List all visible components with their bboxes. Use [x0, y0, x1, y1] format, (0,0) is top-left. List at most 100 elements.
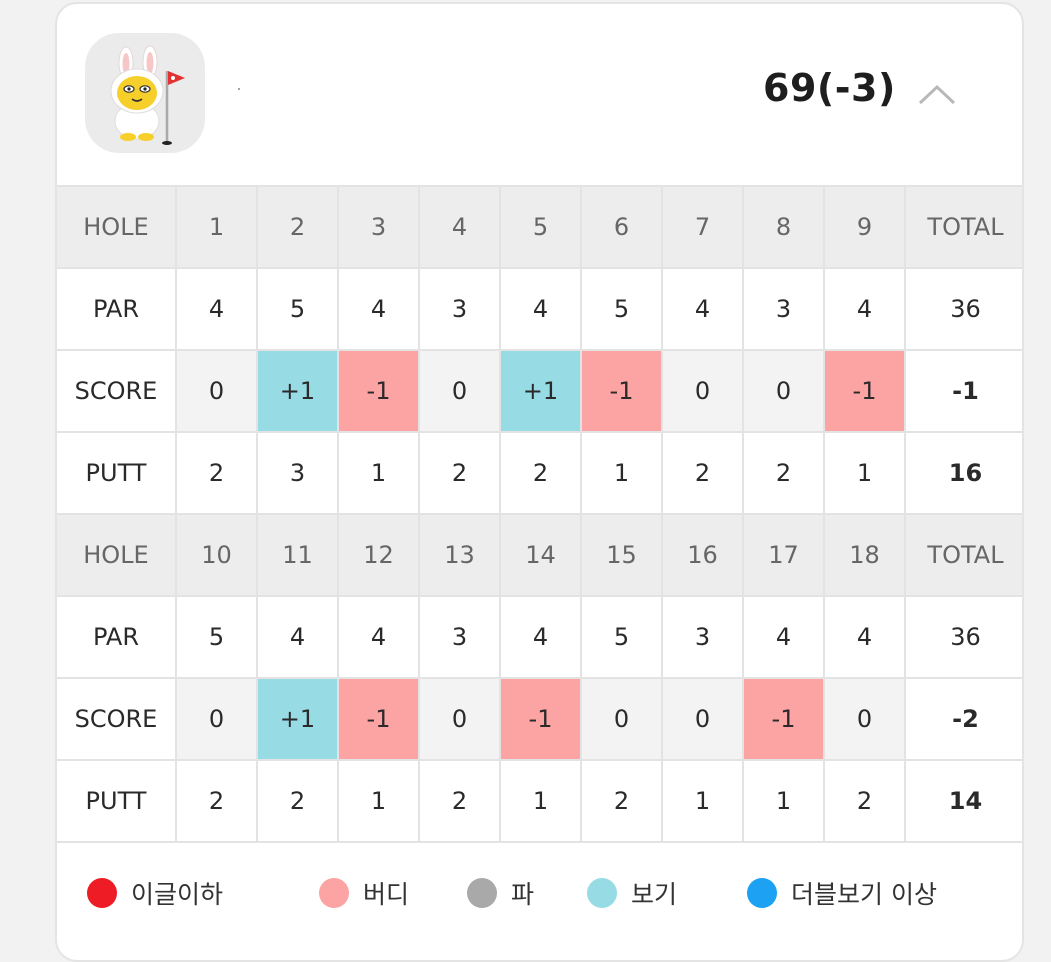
putt-total: 14	[904, 759, 1022, 843]
front-hole-row: HOLE 1 2 3 4 5 6 7 8 9 TOTAL	[57, 185, 1022, 269]
hole-total: TOTAL	[904, 513, 1022, 597]
hole-cell: 8	[742, 185, 825, 269]
back-hole-row: HOLE 10 11 12 13 14 15 16 17 18 TOTAL	[57, 513, 1022, 597]
score-cell: +1	[256, 677, 339, 761]
putt-cell: 1	[742, 759, 825, 843]
putt-cell: 1	[337, 759, 420, 843]
score-cell: -1	[337, 349, 420, 433]
back-putt-row: PUTT 2 2 1 2 1 2 1 1 2 14	[57, 759, 1022, 843]
hole-cell: 11	[256, 513, 339, 597]
legend-dot-icon	[747, 878, 777, 908]
par-cell: 4	[337, 595, 420, 679]
par-cell: 4	[499, 267, 582, 351]
par-total: 36	[904, 267, 1022, 351]
score-cell: -1	[823, 349, 906, 433]
hole-cell: 9	[823, 185, 906, 269]
score-cell: 0	[580, 677, 663, 761]
putt-cell: 2	[499, 431, 582, 515]
score-cell: 0	[418, 677, 501, 761]
putt-label: PUTT	[57, 759, 177, 843]
score-label: SCORE	[57, 349, 177, 433]
par-cell: 4	[823, 267, 906, 351]
score-label: SCORE	[57, 677, 177, 761]
back-score-row: SCORE 0 +1 -1 0 -1 0 0 -1 0 -2	[57, 677, 1022, 761]
legend-label: 더블보기 이상	[791, 880, 937, 909]
par-cell: 3	[661, 595, 744, 679]
score-cell: -1	[337, 677, 420, 761]
par-cell: 3	[418, 267, 501, 351]
chevron-up-icon[interactable]	[917, 82, 957, 106]
putt-cell: 2	[175, 431, 258, 515]
par-cell: 4	[499, 595, 582, 679]
par-cell: 4	[175, 267, 258, 351]
putt-cell: 2	[742, 431, 825, 515]
score-cell: -1	[499, 677, 582, 761]
hole-cell: 15	[580, 513, 663, 597]
legend-item: 더블보기 이상	[747, 876, 937, 910]
score-cell: 0	[742, 349, 825, 433]
hole-cell: 3	[337, 185, 420, 269]
score-cell: 0	[661, 349, 744, 433]
par-cell: 4	[742, 595, 825, 679]
avatar-rabbit-golfer-icon	[85, 33, 205, 153]
hole-cell: 14	[499, 513, 582, 597]
scorecard-table: HOLE 1 2 3 4 5 6 7 8 9 TOTAL PAR 4 5 4 3 4 5 4 3 4 36 SCORE 0 +1…	[57, 185, 1022, 843]
hole-cell: 17	[742, 513, 825, 597]
scorecard-panel: 69(-3) HOLE 1 2 3 4 5 6 7 8 9 TOTAL PAR 4 5 4 3 4 5 4 3 4 36 S…	[55, 2, 1024, 962]
par-cell: 3	[418, 595, 501, 679]
score-cell: 0	[175, 677, 258, 761]
score-total: -2	[904, 677, 1022, 761]
putt-cell: 2	[580, 759, 663, 843]
scorecard-body: HOLE 1 2 3 4 5 6 7 8 9 TOTAL PAR 4 5 4 3 4 5 4 3 4 36 SCORE 0 +1…	[57, 185, 1022, 843]
putt-cell: 2	[418, 759, 501, 843]
legend-item: 파	[467, 876, 534, 910]
back-par-row: PAR 5 4 4 3 4 5 3 4 4 36	[57, 595, 1022, 679]
legend-label: 이글이하	[131, 880, 224, 909]
front-putt-row: PUTT 2 3 1 2 2 1 2 2 1 16	[57, 431, 1022, 515]
hole-cell: 16	[661, 513, 744, 597]
legend-dot-icon	[467, 878, 497, 908]
score-cell: 0	[175, 349, 258, 433]
hole-label: HOLE	[57, 513, 177, 597]
par-cell: 5	[256, 267, 339, 351]
front-score-row: SCORE 0 +1 -1 0 +1 -1 0 0 -1 -1	[57, 349, 1022, 433]
hole-cell: 10	[175, 513, 258, 597]
putt-cell: 1	[337, 431, 420, 515]
legend-label: 버디	[363, 880, 410, 909]
hole-label: HOLE	[57, 185, 177, 269]
putt-cell: 2	[418, 431, 501, 515]
legend-label: 보기	[631, 880, 678, 909]
legend-dot-icon	[319, 878, 349, 908]
legend-item: 버디	[319, 876, 409, 910]
score-cell: 0	[823, 677, 906, 761]
putt-label: PUTT	[57, 431, 177, 515]
score-total: -1	[904, 349, 1022, 433]
hole-cell: 2	[256, 185, 339, 269]
par-cell: 4	[823, 595, 906, 679]
score-cell: -1	[580, 349, 663, 433]
putt-cell: 2	[256, 759, 339, 843]
hole-cell: 12	[337, 513, 420, 597]
par-cell: 5	[580, 595, 663, 679]
legend-item: 보기	[587, 876, 677, 910]
front-par-row: PAR 4 5 4 3 4 5 4 3 4 36	[57, 267, 1022, 351]
par-cell: 4	[256, 595, 339, 679]
legend-dot-icon	[87, 878, 117, 908]
player-name-dot	[238, 88, 240, 90]
putt-cell: 1	[661, 759, 744, 843]
hole-cell: 4	[418, 185, 501, 269]
par-cell: 3	[742, 267, 825, 351]
par-cell: 5	[580, 267, 663, 351]
legend: 이글이하 버디 파 보기 더블보기 이상	[57, 852, 1022, 932]
hole-cell: 1	[175, 185, 258, 269]
score-cell: -1	[742, 677, 825, 761]
hole-cell: 18	[823, 513, 906, 597]
putt-cell: 2	[661, 431, 744, 515]
score-cell: 0	[661, 677, 744, 761]
putt-total: 16	[904, 431, 1022, 515]
hole-cell: 13	[418, 513, 501, 597]
putt-cell: 2	[823, 759, 906, 843]
score-cell: 0	[418, 349, 501, 433]
putt-cell: 1	[823, 431, 906, 515]
hole-cell: 6	[580, 185, 663, 269]
